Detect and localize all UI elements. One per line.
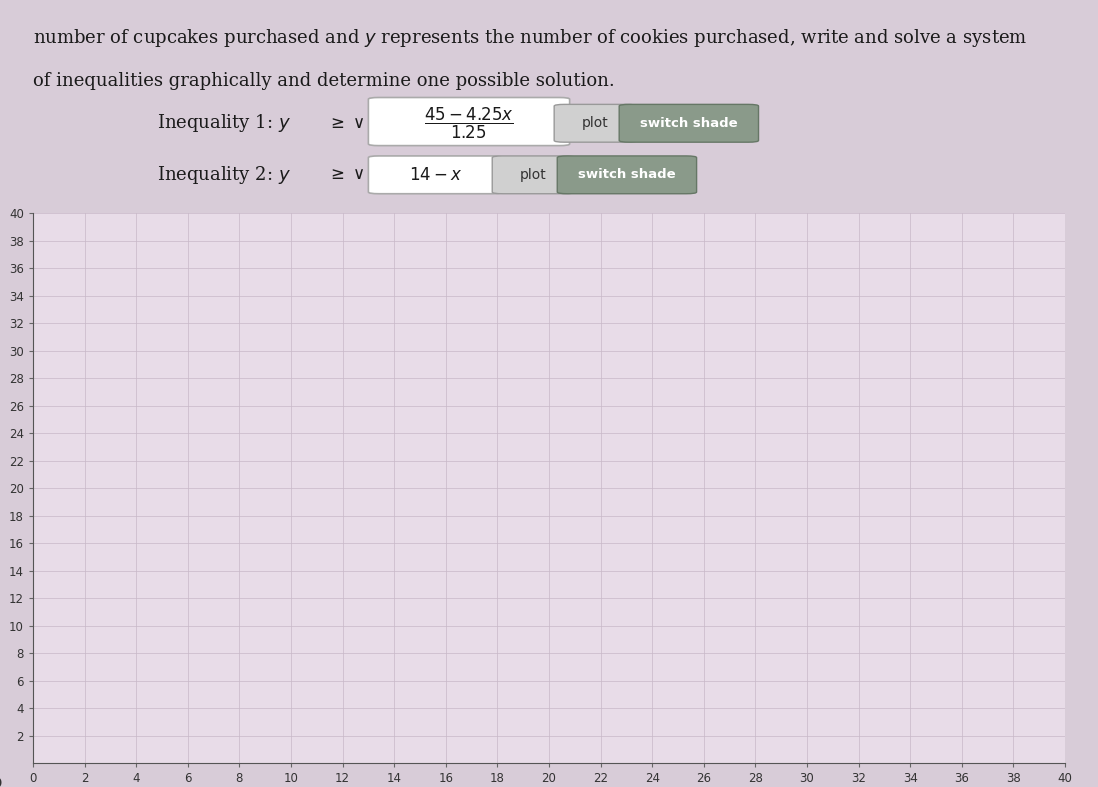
Text: Inequality 1: $y$: Inequality 1: $y$ (157, 113, 291, 135)
Text: switch shade: switch shade (640, 116, 738, 130)
Text: plot: plot (520, 168, 547, 182)
Text: O: O (0, 777, 2, 787)
FancyBboxPatch shape (619, 105, 759, 142)
FancyBboxPatch shape (368, 156, 503, 194)
Text: switch shade: switch shade (579, 168, 675, 181)
FancyBboxPatch shape (558, 156, 696, 194)
FancyBboxPatch shape (368, 98, 570, 146)
Text: number of cupcakes purchased and $y$ represents the number of cookies purchased,: number of cupcakes purchased and $y$ rep… (33, 27, 1028, 49)
Text: $\geq$ $\vee$: $\geq$ $\vee$ (327, 115, 365, 131)
Text: of inequalities graphically and determine one possible solution.: of inequalities graphically and determin… (33, 72, 615, 90)
Text: $14 - x$: $14 - x$ (408, 166, 462, 184)
FancyBboxPatch shape (554, 105, 637, 142)
Text: Inequality 2: $y$: Inequality 2: $y$ (157, 164, 291, 186)
Text: $\dfrac{45-4.25x}{1.25}$: $\dfrac{45-4.25x}{1.25}$ (424, 105, 514, 141)
Text: $\geq$ $\vee$: $\geq$ $\vee$ (327, 166, 365, 183)
FancyBboxPatch shape (492, 156, 574, 194)
Text: plot: plot (582, 116, 608, 131)
